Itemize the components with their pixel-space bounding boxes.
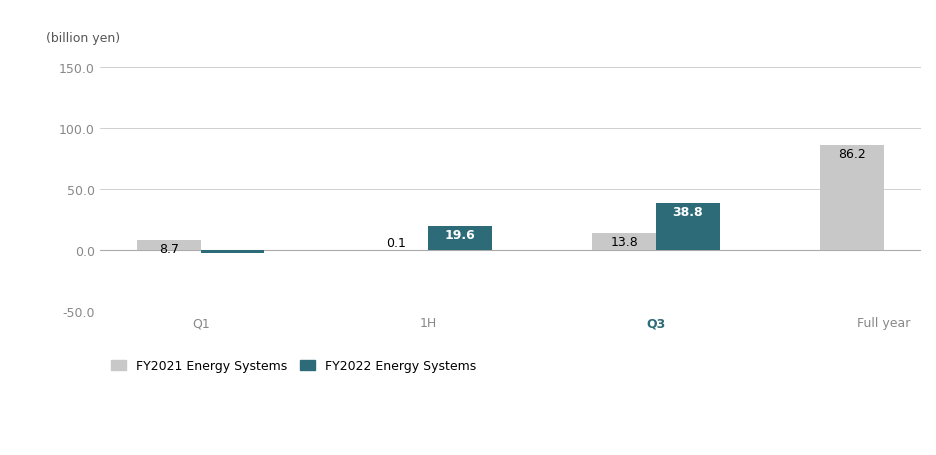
Text: 38.8: 38.8 [673, 205, 703, 218]
Legend: FY2021 Energy Systems, FY2022 Energy Systems: FY2021 Energy Systems, FY2022 Energy Sys… [106, 354, 481, 377]
Bar [137, 240, 200, 251]
Text: (billion yen): (billion yen) [46, 32, 121, 46]
Bar [429, 227, 492, 251]
Text: -2.4: -2.4 [219, 253, 246, 266]
Text: 0.1: 0.1 [387, 237, 406, 249]
Bar [820, 146, 884, 251]
Bar [656, 203, 720, 251]
Bar [200, 251, 264, 254]
Text: 13.8: 13.8 [610, 236, 638, 249]
Text: 86.2: 86.2 [838, 147, 866, 161]
Text: 8.7: 8.7 [159, 242, 179, 255]
Bar [592, 234, 656, 251]
Text: 19.6: 19.6 [445, 229, 475, 242]
